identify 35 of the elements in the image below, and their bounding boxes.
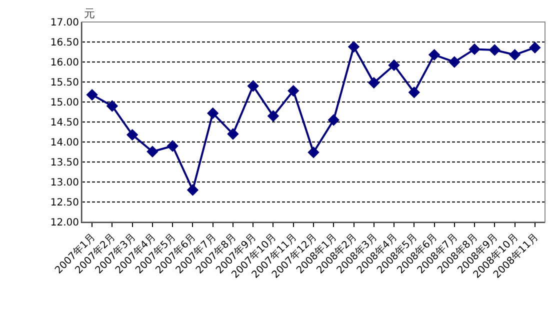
point <box>146 146 158 158</box>
point <box>186 184 199 196</box>
y-tick-label: 16.00 <box>50 58 79 68</box>
y-tick-label: 12.00 <box>50 218 79 228</box>
point <box>247 80 259 92</box>
point <box>328 114 340 126</box>
point <box>388 59 400 72</box>
point <box>86 88 98 101</box>
point <box>408 86 420 98</box>
y-tick-label: 17.00 <box>50 18 79 28</box>
y-tick-label: 14.00 <box>50 138 79 148</box>
point <box>508 48 521 61</box>
y-axis-title: 元 <box>84 7 95 20</box>
point <box>166 140 178 152</box>
point <box>267 110 280 122</box>
point <box>448 56 460 68</box>
point <box>126 128 138 141</box>
point <box>288 84 300 97</box>
point <box>207 107 219 120</box>
y-tick-label: 12.50 <box>50 198 79 208</box>
y-tick-label: 13.00 <box>50 178 79 188</box>
point <box>308 146 320 158</box>
y-tick-label: 16.50 <box>50 38 79 48</box>
point <box>106 100 118 112</box>
y-tick-label: 15.00 <box>50 98 79 108</box>
point <box>368 76 380 89</box>
y-tick-label: 14.50 <box>50 118 79 128</box>
y-tick-label: 13.50 <box>50 158 79 168</box>
y-tick-label: 15.50 <box>50 78 79 88</box>
point <box>227 128 239 140</box>
point <box>488 44 501 56</box>
point <box>348 40 360 53</box>
point <box>468 43 480 56</box>
point <box>428 48 440 61</box>
point <box>529 42 541 54</box>
